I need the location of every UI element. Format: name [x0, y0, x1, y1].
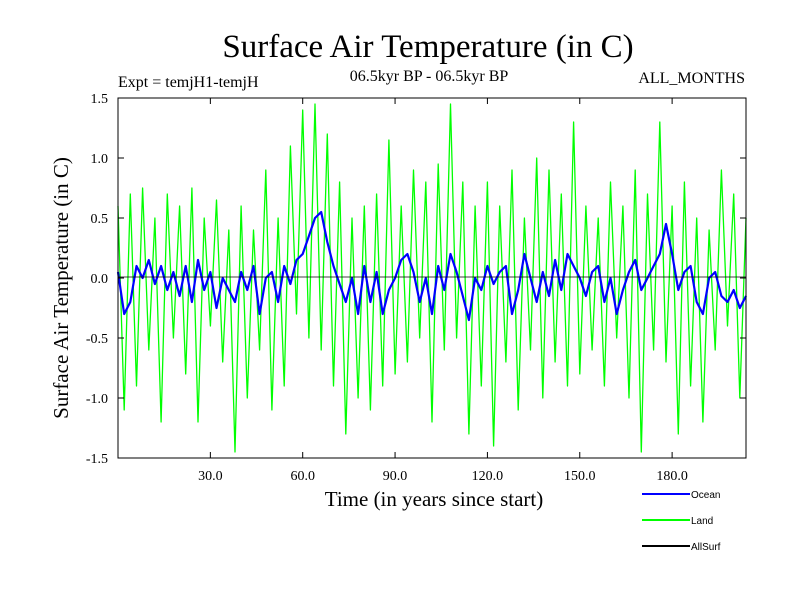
experiment-label: Expt = temjH1-temjH — [118, 74, 259, 91]
series-line-ocean — [116, 210, 747, 322]
axis-ticks — [118, 97, 746, 459]
x-tick-label: 60.0 — [290, 469, 315, 484]
x-tick-labels: 30.0 60.0 90.0 120.0 150.0 180.0 — [198, 469, 688, 484]
x-tick-label: 120.0 — [472, 469, 504, 484]
series-line-land — [117, 103, 747, 453]
chart-title: Surface Air Temperature (in C) — [222, 29, 633, 65]
legend: Ocean Land AllSurf — [642, 490, 721, 553]
x-axis-label: Time (in years since start) — [325, 487, 544, 511]
y-tick-label: -1.5 — [86, 452, 108, 467]
period-label: 06.5kyr BP - 06.5kyr BP — [350, 68, 509, 85]
y-tick-label: -1.0 — [86, 392, 108, 407]
y-tick-label: 1.0 — [91, 152, 109, 167]
y-tick-label: -0.5 — [86, 332, 108, 347]
legend-label-allsurf: AllSurf — [691, 542, 721, 553]
x-tick-label: 30.0 — [198, 469, 223, 484]
y-tick-label: 0.0 — [91, 272, 109, 287]
x-tick-label: 90.0 — [383, 469, 408, 484]
legend-label-land: Land — [691, 516, 713, 527]
y-axis-label: Surface Air Temperature (in C) — [49, 157, 73, 419]
x-tick-label: 180.0 — [656, 469, 688, 484]
y-tick-labels: -1.5 -1.0 -0.5 0.0 0.5 1.0 1.5 — [86, 92, 108, 467]
months-label: ALL_MONTHS — [638, 70, 745, 87]
y-tick-label: 0.5 — [91, 212, 109, 227]
y-tick-label: 1.5 — [91, 92, 109, 107]
x-tick-label: 150.0 — [564, 469, 596, 484]
plot-lines — [116, 103, 747, 453]
legend-label-ocean: Ocean — [691, 490, 720, 501]
